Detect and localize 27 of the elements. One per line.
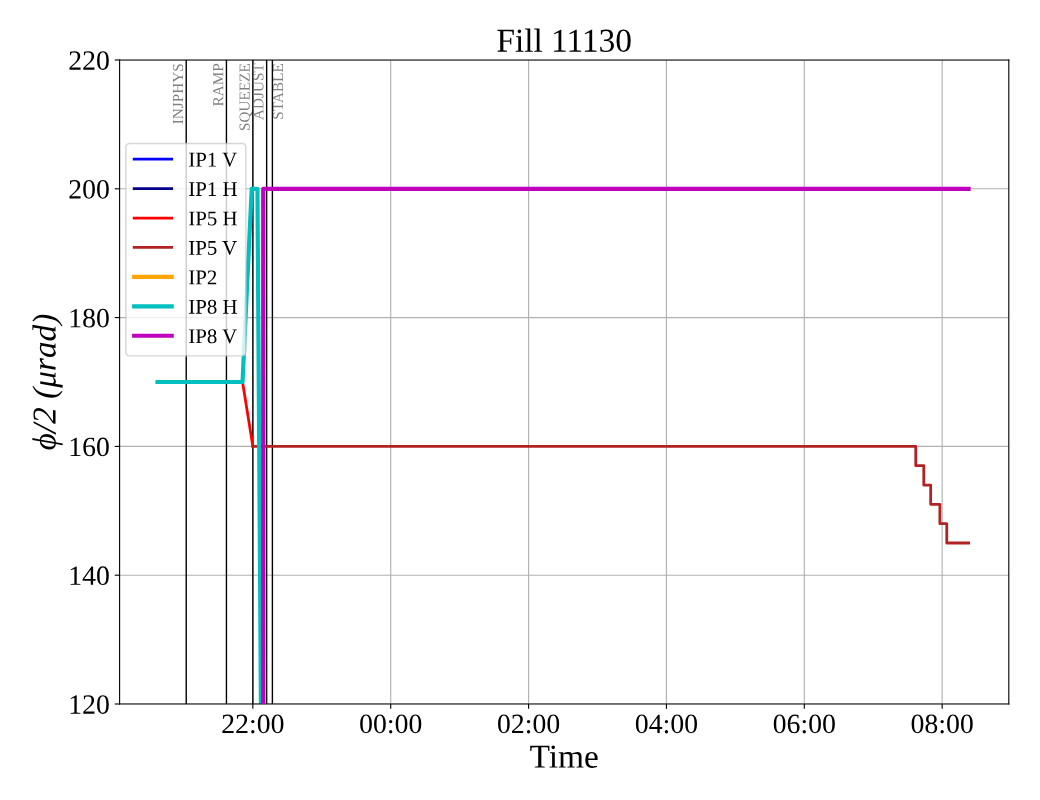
legend-label: IP1 H (189, 182, 237, 196)
legend-label: IP1 V (189, 152, 237, 167)
y-tick-label: 180 (70, 308, 109, 328)
y-tick-label: 140 (70, 566, 109, 586)
legend-label: IP5 H (189, 211, 237, 226)
x-tick-label: 02:00 (498, 714, 560, 734)
ref-line-label: SQUEEZE (239, 63, 253, 131)
ref-line-label: ADJUST (253, 63, 264, 120)
legend-label: IP5 V (189, 241, 237, 256)
legend-label: IP2 (189, 270, 217, 285)
y-tick-label: 120 (70, 695, 109, 714)
x-tick-label: 04:00 (635, 714, 698, 734)
y-axis-title: ϕ/2 (μrad) (32, 314, 63, 450)
y-tick-label: 200 (69, 179, 109, 199)
ref-line-label: INJPHYS (172, 64, 184, 124)
y-tick-label: 220 (69, 51, 109, 70)
x-tick-label: 22:00 (222, 714, 284, 734)
x-tick-label: 00:00 (360, 714, 422, 734)
x-axis-title: Time (530, 745, 598, 768)
legend-label: IP8 H (189, 299, 237, 314)
ref-line-label: RAMP (213, 63, 224, 107)
ref-line-label: STABLE (272, 63, 284, 119)
y-tick-label: 160 (70, 437, 109, 457)
x-tick-label: 08:00 (911, 714, 973, 734)
x-tick-label: 06:00 (773, 714, 835, 734)
chart-title: Fill 11130 (497, 28, 631, 52)
legend-label: IP8 V (189, 329, 237, 344)
